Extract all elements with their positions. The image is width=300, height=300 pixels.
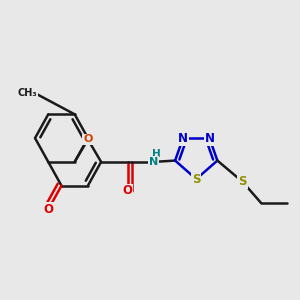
Text: H: H	[152, 149, 161, 160]
Text: CH₃: CH₃	[17, 88, 37, 98]
Text: O: O	[83, 134, 93, 144]
Text: N: N	[205, 132, 214, 145]
Text: S: S	[192, 172, 200, 186]
Text: S: S	[238, 175, 247, 188]
Text: O: O	[122, 184, 133, 197]
Text: N: N	[178, 132, 188, 145]
Text: O: O	[43, 203, 53, 216]
Text: N: N	[149, 157, 159, 167]
